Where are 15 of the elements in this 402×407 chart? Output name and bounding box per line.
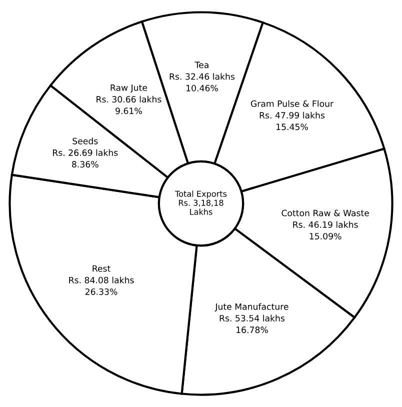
- data-label: Rs. 46.19 lakhs 15.09%: [293, 221, 358, 240]
- slice-label: Cotton Raw & Waste: [282, 210, 369, 216]
- slice-label: Seeds: [72, 138, 98, 144]
- slice-label: Gram Pulse & Flour: [250, 100, 334, 107]
- slice-label: Tea: [194, 62, 208, 68]
- data-label: Rs. 53.54 lakhs 16.78%: [220, 314, 285, 334]
- text: Total Exports Rs. 3,18,18 Lakhs: [175, 190, 227, 215]
- data-label: Rs. 47.99 lakhs 15.45%: [260, 112, 325, 130]
- data-label: Rs. 30.66 lakhs 9.61%: [96, 96, 162, 114]
- slice-label: Rest: [92, 265, 110, 272]
- data-label: Rs. 84.08 lakhs 26.33%: [69, 276, 134, 295]
- data-label: Rs. 32.46 lakhs 10.46%: [170, 73, 235, 92]
- slice-label: Raw Jute: [110, 84, 147, 93]
- slice-label: Jute Manufacture: [214, 303, 288, 312]
- data-label: Rs. 26.69 lakhs 8.36%: [53, 149, 118, 168]
